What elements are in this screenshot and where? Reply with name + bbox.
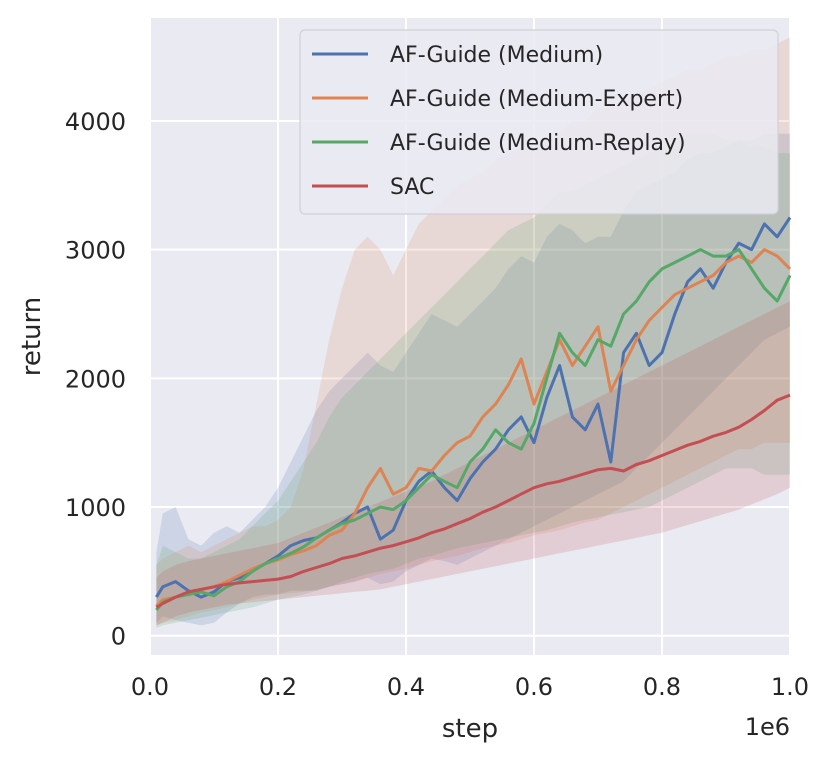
series-line-af-guide-medium-replay [155,248,792,611]
y-tick-label: 3000 [65,237,126,265]
x-tick-labels: 0.0 0.2 0.4 0.6 0.8 1.0 [131,673,809,701]
band-af-guide-medium [156,133,790,626]
x-tick-label: 0.0 [131,673,169,701]
x-tick-label: 0.2 [259,673,297,701]
y-tick-label: 0 [111,623,126,651]
legend-box [299,29,779,215]
y-tick-label: 1000 [65,494,126,522]
band-af-guide-medium-replay [156,133,790,629]
y-tick-label: 4000 [65,108,126,136]
x-tick-label: 0.4 [387,673,425,701]
series-lines [155,216,792,611]
y-tick-labels: 0 1000 2000 3000 4000 [65,108,126,651]
x-axis-scale-label: 1e6 [745,713,790,741]
band-sac [156,301,790,626]
x-tick-label: 0.6 [515,673,553,701]
legend-label: AF-Guide (Medium-Replay) [390,131,686,156]
y-tick-label: 2000 [65,365,126,393]
legend-label: AF-Guide (Medium) [390,43,603,68]
legend-label: SAC [390,175,434,200]
x-tick-label: 1.0 [771,673,809,701]
y-axis-label: return [17,297,47,377]
series-line-sac [155,393,791,609]
legend-label: AF-Guide (Medium-Expert) [390,87,683,112]
x-axis-label: step [442,714,498,744]
legend: AF-Guide (Medium) AF-Guide (Medium-Expert… [299,29,779,215]
x-tick-label: 0.8 [643,673,681,701]
